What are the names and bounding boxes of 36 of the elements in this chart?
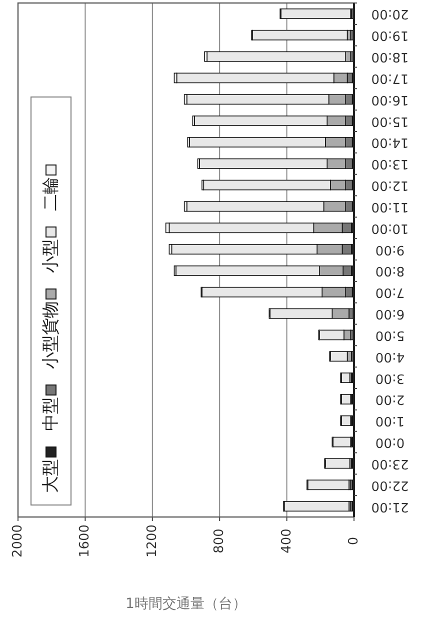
y-tick-label: 18:00 [371,49,409,64]
x-tick-label: 1600 [78,524,93,558]
y-tick-label: 8:00 [375,263,405,278]
y-tick-label: 2:00 [375,392,405,407]
y-tick-label: 7:00 [375,284,405,300]
legend-label: 二輪 [41,177,61,211]
y-tick-label: 3:00 [375,370,405,386]
y-tick-label: 6:00 [375,306,405,322]
legend-label: 大型 [41,459,61,493]
legend-label: 小型 [41,239,61,273]
y-tick-label: 19:00 [371,28,409,43]
x-tick-label: 400 [279,528,294,554]
y-tick-label: 15:00 [371,113,409,128]
y-tick-label: 13:00 [371,156,409,172]
x-tick-label: 0 [346,536,362,546]
y-tick-label: 22:00 [371,477,409,492]
x-axis-title: 1時間交通量（台） [126,596,246,612]
y-tick-label: 11:00 [371,198,409,214]
y-tick-label: 14:00 [371,134,409,150]
legend-label: 小型貨物 [41,301,61,369]
x-tick-label: 800 [212,528,228,554]
x-tick-label: 2000 [10,524,26,558]
y-tick-label: 1:00 [375,413,405,428]
y-tick-label: 9:00 [375,242,405,257]
y-tick-label: 20:00 [371,6,409,22]
y-tick-label: 21:00 [371,498,409,514]
y-tick-label: 4:00 [375,348,405,364]
y-tick-label: 10:00 [371,220,409,236]
x-tick-label: 1200 [144,524,160,558]
y-tick-label: 23:00 [371,456,409,471]
y-tick-label: 17:00 [371,70,409,86]
legend-label: 中型 [41,397,61,431]
y-tick-label: 0:00 [375,434,405,450]
y-tick-label: 12:00 [371,178,409,193]
y-tick-label: 16:00 [371,92,409,107]
y-tick-label: 5:00 [375,327,405,342]
